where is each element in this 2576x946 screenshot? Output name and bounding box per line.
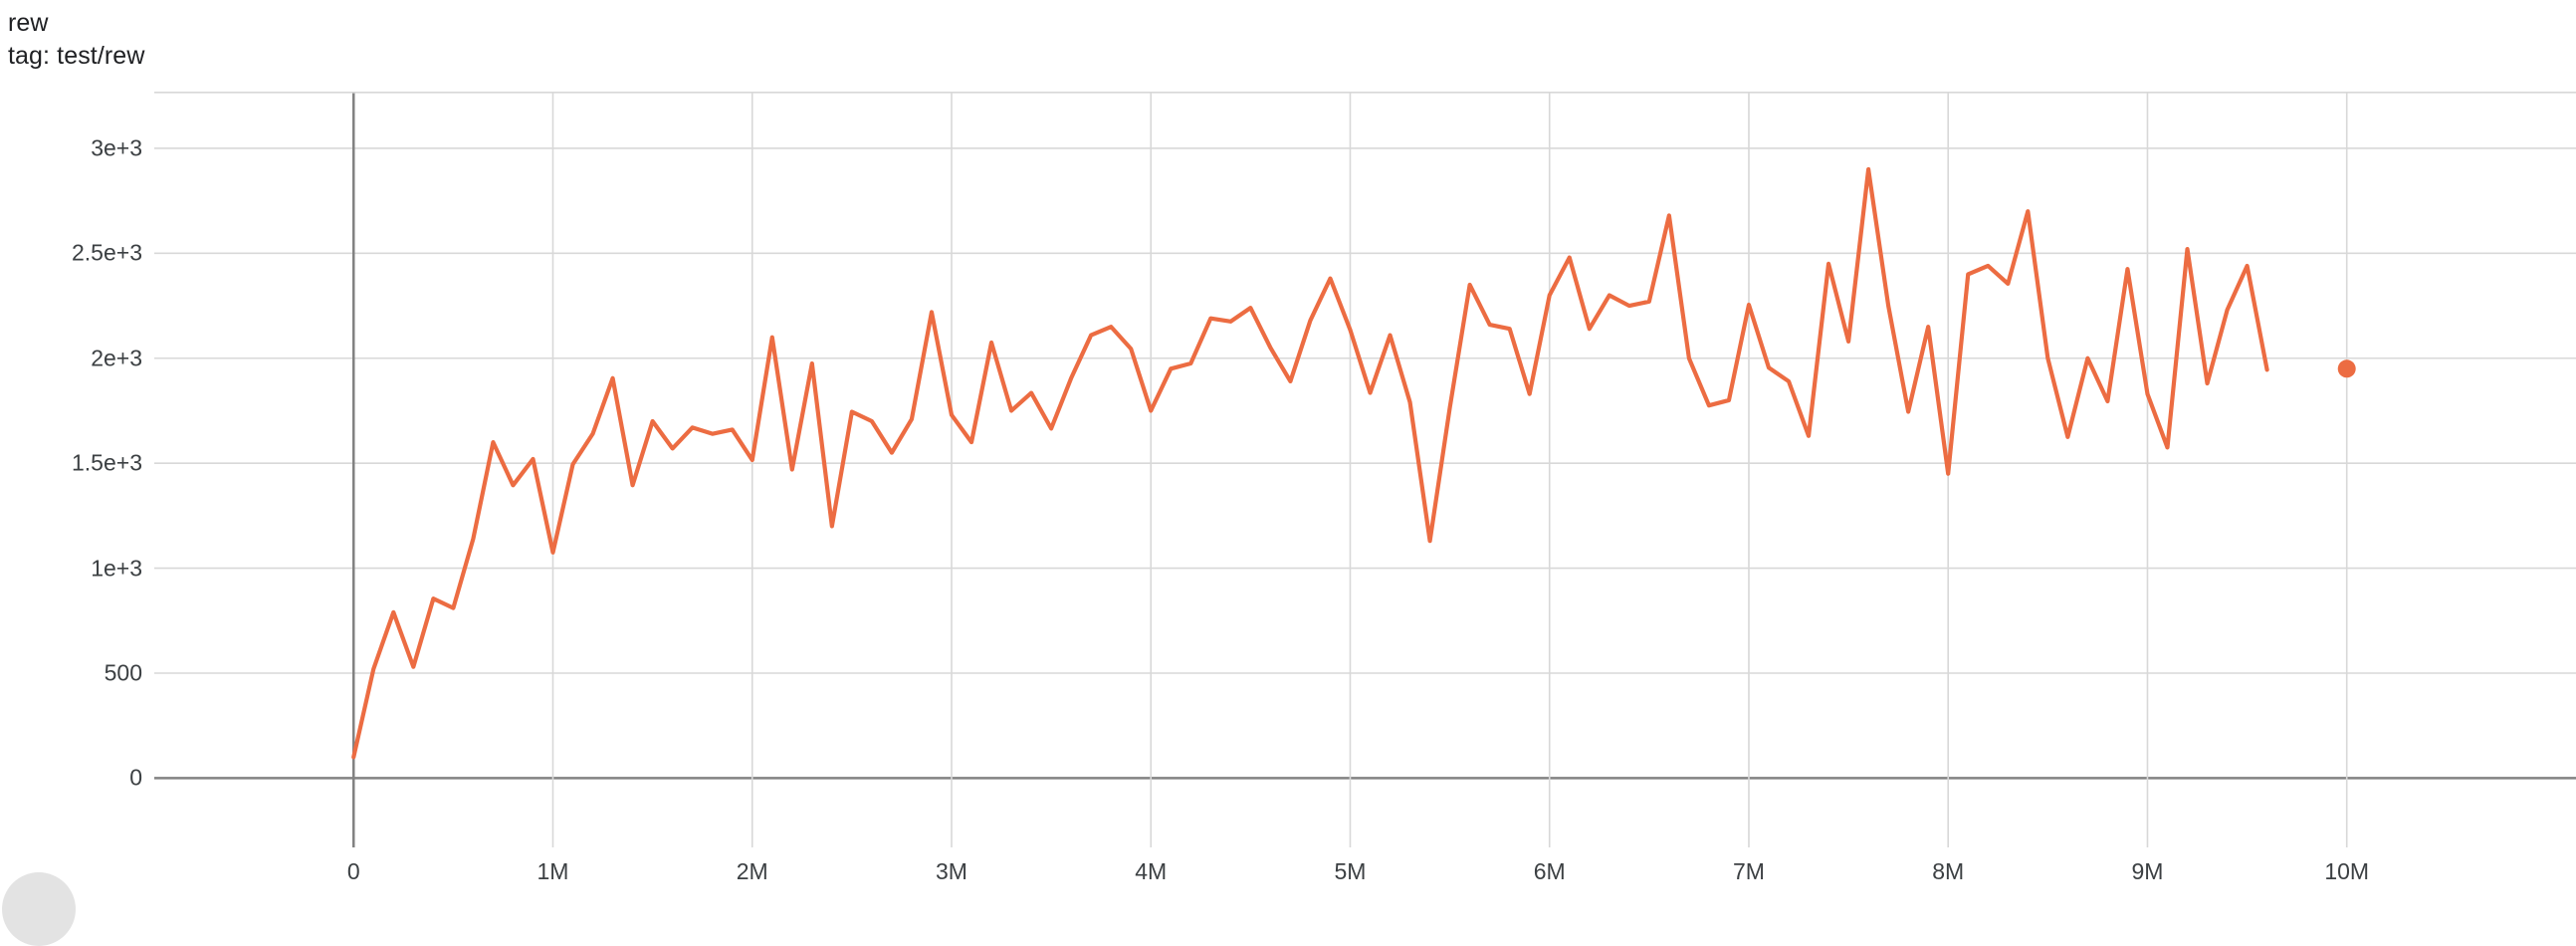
x-tick-label: 4M bbox=[1135, 858, 1168, 884]
x-axis-tick-labels: 0 1M 2M 3M 4M 5M 6M 7M 8M 9M 10M bbox=[346, 858, 2370, 884]
y-tick-label: 1.5e+3 bbox=[72, 449, 142, 476]
x-tick-label: 1M bbox=[537, 858, 569, 884]
chart-svg bbox=[154, 92, 2576, 847]
x-tick-label: 0 bbox=[346, 858, 360, 884]
chart-subtitle: tag: test/rew bbox=[8, 42, 145, 71]
x-tick-label: 2M bbox=[736, 858, 768, 884]
x-tick-label: 3M bbox=[936, 858, 967, 884]
y-tick-label: 2.5e+3 bbox=[72, 239, 142, 266]
chart-header: rew tag: test/rew bbox=[8, 8, 144, 73]
gridlines bbox=[154, 92, 2576, 847]
x-tick-label: 8M bbox=[1932, 858, 1965, 884]
x-tick-label: 6M bbox=[1533, 858, 1566, 884]
end-marker bbox=[2337, 359, 2356, 378]
plot-area[interactable] bbox=[154, 92, 2576, 847]
y-tick-label: 0 bbox=[129, 764, 142, 791]
y-tick-label: 2e+3 bbox=[91, 345, 142, 371]
x-tick-label: 10M bbox=[2324, 858, 2370, 884]
x-tick-label: 7M bbox=[1732, 858, 1765, 884]
y-tick-label: 3e+3 bbox=[91, 134, 142, 161]
y-tick-label: 500 bbox=[104, 659, 142, 686]
y-tick-label: 1e+3 bbox=[91, 555, 142, 582]
data-series bbox=[351, 166, 2269, 760]
floating-action-button[interactable] bbox=[2, 872, 76, 946]
x-tick-label: 5M bbox=[1334, 858, 1367, 884]
y-axis-tick-labels: 0 500 1e+3 1.5e+3 2e+3 2.5e+3 3e+3 bbox=[0, 0, 142, 900]
x-tick-label: 9M bbox=[2131, 858, 2164, 884]
chart-title: rew bbox=[8, 9, 49, 37]
